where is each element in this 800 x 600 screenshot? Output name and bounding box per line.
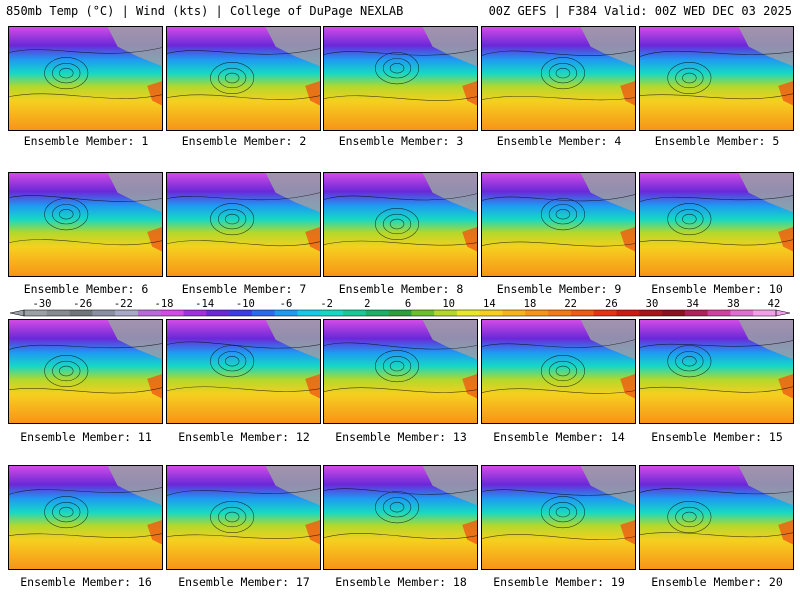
colorbar-swatch bbox=[662, 310, 686, 316]
ensemble-member-label: Ensemble Member: 14 bbox=[493, 430, 625, 444]
ensemble-map-panel bbox=[166, 26, 321, 131]
colorbar-tick-label: 30 bbox=[646, 298, 659, 310]
ensemble-member-label: Ensemble Member: 17 bbox=[178, 575, 310, 589]
colorbar-tick-label: 14 bbox=[483, 298, 496, 310]
ensemble-map-panel bbox=[166, 172, 321, 277]
colorbar-swatch bbox=[411, 310, 435, 316]
colorbar-swatch bbox=[525, 310, 549, 316]
ensemble-map-panel bbox=[481, 319, 636, 424]
ensemble-map-panel bbox=[639, 26, 794, 131]
colorbar-tick-label: -22 bbox=[114, 298, 133, 310]
ensemble-member-label: Ensemble Member: 3 bbox=[338, 134, 464, 148]
ensemble-member-label: Ensemble Member: 11 bbox=[20, 430, 152, 444]
colorbar-swatch bbox=[479, 310, 503, 316]
ensemble-map-panel bbox=[323, 465, 478, 570]
ensemble-member-label: Ensemble Member: 8 bbox=[338, 282, 464, 296]
ensemble-map-panel bbox=[166, 465, 321, 570]
colorbar-swatch bbox=[548, 310, 572, 316]
colorbar-swatch bbox=[753, 310, 777, 316]
ensemble-member-label: Ensemble Member: 5 bbox=[654, 134, 780, 148]
colorbar-swatch bbox=[92, 310, 116, 316]
ensemble-member-label: Ensemble Member: 13 bbox=[335, 430, 467, 444]
colorbar-tick-label: 10 bbox=[442, 298, 455, 310]
colorbar-high-arrow bbox=[775, 309, 790, 317]
ensemble-map-panel bbox=[323, 26, 478, 131]
ensemble-member-label: Ensemble Member: 2 bbox=[181, 134, 307, 148]
colorbar-tick-label: -26 bbox=[73, 298, 92, 310]
ensemble-member-label: Ensemble Member: 7 bbox=[181, 282, 307, 296]
colorbar-swatch bbox=[160, 310, 184, 316]
ensemble-map-panel bbox=[8, 26, 163, 131]
colorbar-swatch bbox=[229, 310, 253, 316]
colorbar-swatch bbox=[69, 310, 93, 316]
colorbar-swatch bbox=[730, 310, 754, 316]
ensemble-map-panel bbox=[639, 465, 794, 570]
ensemble-member-label: Ensemble Member: 1 bbox=[23, 134, 149, 148]
ensemble-map-panel bbox=[481, 26, 636, 131]
ensemble-member-label: Ensemble Member: 20 bbox=[651, 575, 783, 589]
colorbar-swatch bbox=[251, 310, 275, 316]
ensemble-member-label: Ensemble Member: 6 bbox=[23, 282, 149, 296]
colorbar-swatch bbox=[274, 310, 298, 316]
colorbar-swatch bbox=[320, 310, 344, 316]
ensemble-member-label: Ensemble Member: 18 bbox=[335, 575, 467, 589]
ensemble-member-label: Ensemble Member: 16 bbox=[20, 575, 152, 589]
ensemble-map-panel bbox=[323, 172, 478, 277]
colorbar-swatch bbox=[639, 310, 663, 316]
colorbar-tick-label: -2 bbox=[320, 298, 333, 310]
ensemble-map-panel bbox=[166, 319, 321, 424]
ensemble-map-panel bbox=[8, 465, 163, 570]
colorbar-swatch bbox=[46, 310, 70, 316]
colorbar-low-arrow bbox=[10, 309, 25, 317]
colorbar-tick-label: 6 bbox=[405, 298, 411, 310]
colorbar-swatch bbox=[297, 310, 321, 316]
colorbar-swatch bbox=[115, 310, 139, 316]
ensemble-map-panel bbox=[481, 172, 636, 277]
colorbar-swatch bbox=[183, 310, 207, 316]
colorbar-tick-label: -14 bbox=[195, 298, 214, 310]
map-title: 850mb Temp (°C) | Wind (kts) | College o… bbox=[6, 4, 404, 18]
colorbar-swatch bbox=[343, 310, 367, 316]
colorbar-swatch bbox=[684, 310, 708, 316]
colorbar-tick-label: 18 bbox=[524, 298, 537, 310]
colorbar-swatch bbox=[707, 310, 731, 316]
colorbar-swatch bbox=[616, 310, 640, 316]
colorbar-tick-label: -18 bbox=[155, 298, 174, 310]
colorbar-tick-label: 42 bbox=[768, 298, 781, 310]
ensemble-member-label: Ensemble Member: 15 bbox=[651, 430, 783, 444]
run-valid-time: 00Z GEFS | F384 Valid: 00Z WED DEC 03 20… bbox=[488, 4, 792, 18]
colorbar-tick-label: 22 bbox=[564, 298, 577, 310]
colorbar-swatch bbox=[388, 310, 412, 316]
ensemble-map-panel bbox=[481, 465, 636, 570]
ensemble-member-label: Ensemble Member: 12 bbox=[178, 430, 310, 444]
temperature-colorbar: -30 -26 -22 -18 -14 -10 -6 -2 2 6 10 14 18 22 26 30 34 38… bbox=[10, 298, 790, 317]
colorbar-swatch bbox=[365, 310, 389, 316]
ensemble-map-panel bbox=[639, 172, 794, 277]
colorbar-swatch bbox=[137, 310, 162, 316]
ensemble-member-label: Ensemble Member: 10 bbox=[651, 282, 783, 296]
colorbar-swatch bbox=[593, 310, 617, 316]
colorbar-swatch bbox=[502, 310, 526, 316]
ensemble-map-panel bbox=[639, 319, 794, 424]
colorbar-tick-label: 2 bbox=[364, 298, 370, 310]
colorbar-tick-label: -10 bbox=[236, 298, 255, 310]
ensemble-map-panel bbox=[8, 172, 163, 277]
colorbar-tick-label: -30 bbox=[33, 298, 52, 310]
ensemble-member-label: Ensemble Member: 19 bbox=[493, 575, 625, 589]
colorbar-swatch bbox=[434, 310, 458, 316]
colorbar-swatch bbox=[570, 310, 594, 316]
colorbar-outline bbox=[23, 309, 777, 317]
colorbar-tick-label: 34 bbox=[686, 298, 699, 310]
colorbar-swatch bbox=[24, 310, 48, 316]
ensemble-member-label: Ensemble Member: 4 bbox=[496, 134, 622, 148]
ensemble-map-panel bbox=[8, 319, 163, 424]
ensemble-map-panel bbox=[323, 319, 478, 424]
colorbar-tick-label: 26 bbox=[605, 298, 618, 310]
colorbar-tick-label: 38 bbox=[727, 298, 740, 310]
colorbar-tick-label: -6 bbox=[280, 298, 293, 310]
colorbar-swatch bbox=[206, 310, 230, 316]
colorbar-swatch bbox=[456, 310, 481, 316]
ensemble-member-label: Ensemble Member: 9 bbox=[496, 282, 622, 296]
